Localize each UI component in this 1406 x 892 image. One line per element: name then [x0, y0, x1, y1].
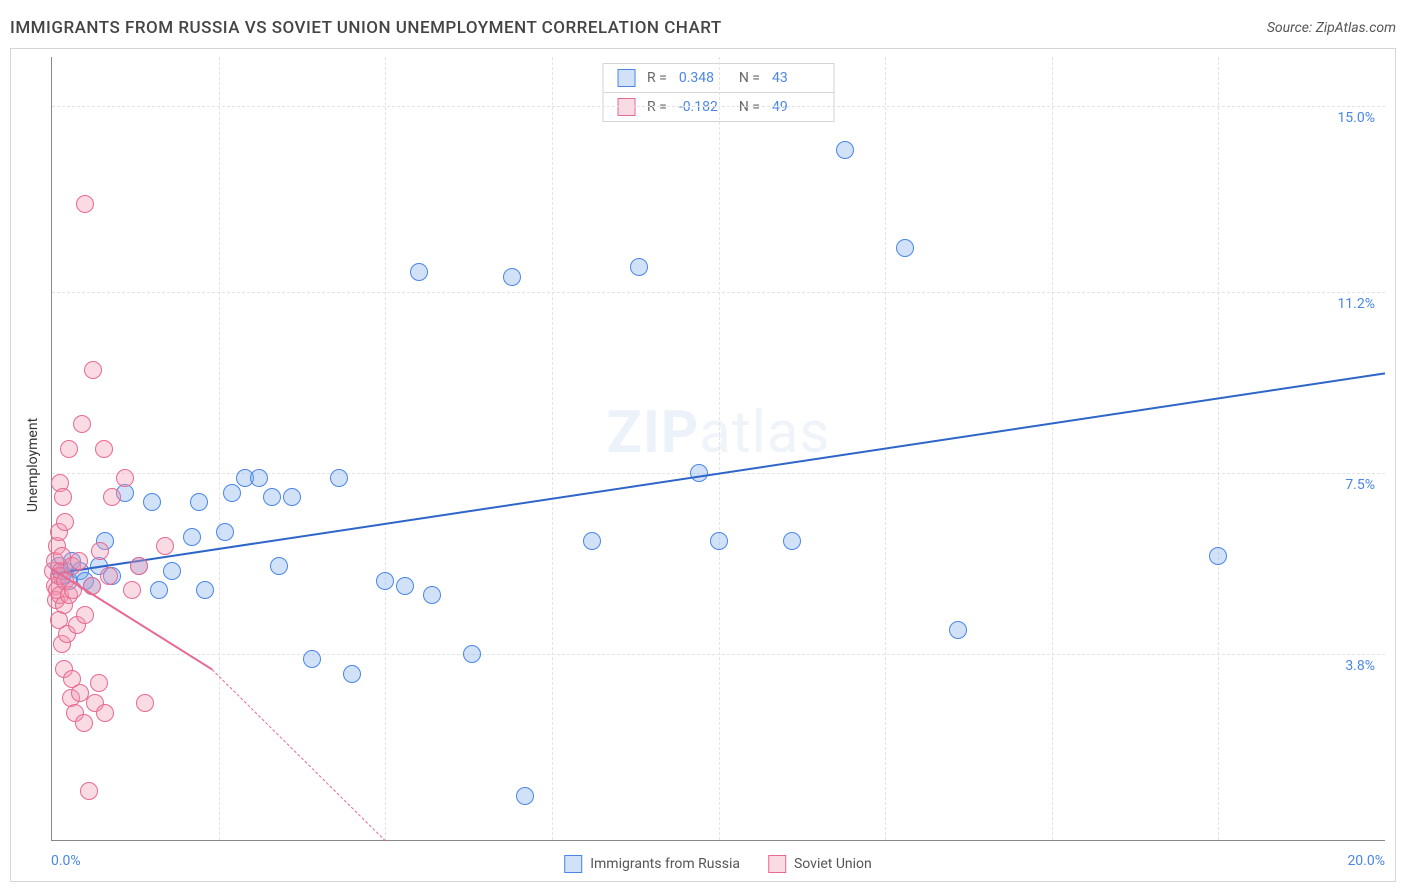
data-point — [710, 532, 728, 550]
data-point — [303, 650, 321, 668]
data-point — [583, 532, 601, 550]
data-point — [60, 440, 78, 458]
y-axis-label: Unemployment — [25, 418, 41, 512]
data-point — [116, 469, 134, 487]
data-point — [95, 440, 113, 458]
series-legend: Immigrants from Russia Soviet Union — [564, 855, 872, 873]
legend-swatch — [617, 98, 635, 116]
y-tick-label: 3.8% — [1345, 658, 1375, 674]
trend-line-1 — [212, 669, 386, 841]
data-point — [263, 488, 281, 506]
stat-n-label: N = — [739, 99, 760, 115]
data-point — [690, 464, 708, 482]
data-point — [143, 493, 161, 511]
plot-area: ZIPatlas R =0.348N =43R =-0.182N =49 3.8… — [51, 57, 1385, 841]
data-point — [136, 694, 154, 712]
x-axis-max-label: 20.0% — [1347, 853, 1385, 869]
y-tick-label: 7.5% — [1345, 477, 1375, 493]
data-point — [150, 581, 168, 599]
data-point — [343, 665, 361, 683]
data-point — [75, 714, 93, 732]
data-point — [630, 258, 648, 276]
data-point — [196, 581, 214, 599]
legend-item: Immigrants from Russia — [564, 855, 740, 873]
data-point — [130, 557, 148, 575]
data-point — [56, 513, 74, 531]
source-attribution: Source: ZipAtlas.com — [1267, 20, 1396, 36]
stat-n-value: 43 — [772, 70, 820, 86]
data-point — [463, 645, 481, 663]
data-point — [223, 484, 241, 502]
y-tick-label: 15.0% — [1337, 110, 1375, 126]
data-point — [250, 469, 268, 487]
data-point — [270, 557, 288, 575]
data-point — [54, 488, 72, 506]
data-point — [91, 542, 109, 560]
data-point — [190, 493, 208, 511]
data-point — [80, 782, 98, 800]
data-point — [283, 488, 301, 506]
legend-swatch — [768, 855, 786, 873]
legend-swatch — [564, 855, 582, 873]
data-point — [156, 537, 174, 555]
data-point — [503, 268, 521, 286]
data-point — [96, 704, 114, 722]
chart-title: IMMIGRANTS FROM RUSSIA VS SOVIET UNION U… — [10, 18, 722, 38]
data-point — [100, 567, 118, 585]
data-point — [836, 141, 854, 159]
data-point — [76, 606, 94, 624]
legend-swatch — [617, 69, 635, 87]
data-point — [216, 523, 234, 541]
data-point — [84, 361, 102, 379]
data-point — [330, 469, 348, 487]
legend-item: Soviet Union — [768, 855, 872, 873]
data-point — [896, 239, 914, 257]
stat-r-label: R = — [647, 70, 667, 86]
chart-frame: Unemployment ZIPatlas R =0.348N =43R =-0… — [10, 48, 1396, 882]
gridline-v — [552, 57, 553, 840]
data-point — [516, 787, 534, 805]
data-point — [423, 586, 441, 604]
gridline-v — [719, 57, 720, 840]
data-point — [73, 415, 91, 433]
stat-r-value: -0.182 — [679, 99, 727, 115]
data-point — [396, 577, 414, 595]
data-point — [103, 488, 121, 506]
legend-label: Soviet Union — [794, 856, 872, 872]
stat-n-value: 49 — [772, 99, 820, 115]
data-point — [949, 621, 967, 639]
x-axis-labels: 0.0% 20.0% Immigrants from Russia Soviet … — [51, 845, 1385, 877]
data-point — [1209, 547, 1227, 565]
data-point — [90, 674, 108, 692]
data-point — [70, 552, 88, 570]
x-axis-min-label: 0.0% — [51, 853, 81, 869]
data-point — [123, 581, 141, 599]
data-point — [376, 572, 394, 590]
gridline-v — [1218, 57, 1219, 840]
data-point — [410, 263, 428, 281]
data-point — [76, 195, 94, 213]
stat-n-label: N = — [739, 70, 760, 86]
y-tick-label: 11.2% — [1337, 296, 1375, 312]
gridline-v — [1052, 57, 1053, 840]
gridline-v — [219, 57, 220, 840]
data-point — [183, 528, 201, 546]
data-point — [783, 532, 801, 550]
stat-r-value: 0.348 — [679, 70, 727, 86]
stat-r-label: R = — [647, 99, 667, 115]
gridline-v — [385, 57, 386, 840]
data-point — [163, 562, 181, 580]
legend-label: Immigrants from Russia — [590, 856, 740, 872]
